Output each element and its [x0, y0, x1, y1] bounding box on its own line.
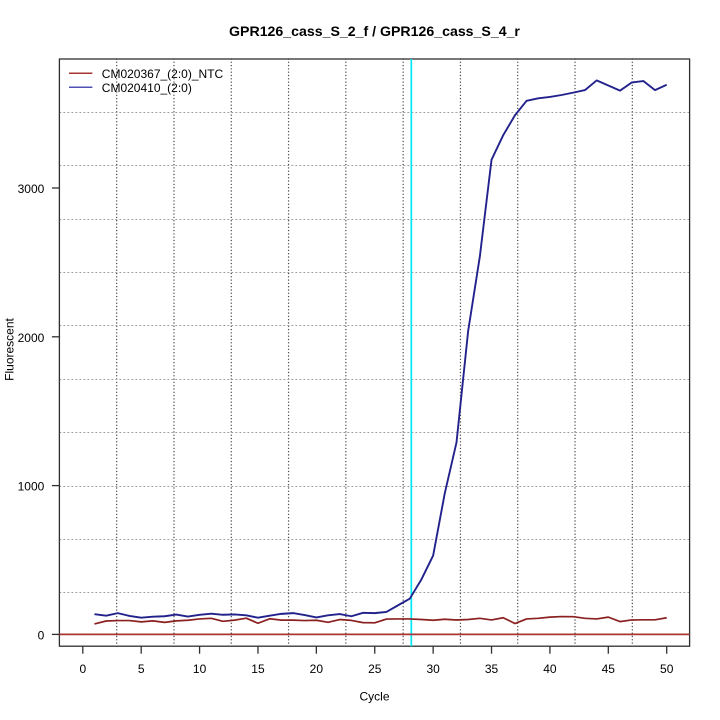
svg-text:2000: 2000 [18, 331, 45, 345]
svg-text:Fluorescent: Fluorescent [3, 317, 17, 380]
svg-text:0: 0 [79, 662, 86, 676]
svg-text:25: 25 [368, 662, 382, 676]
svg-text:30: 30 [426, 662, 440, 676]
svg-text:CM020410_(2:0): CM020410_(2:0) [102, 81, 192, 95]
svg-text:3000: 3000 [18, 182, 45, 196]
svg-text:GPR126_cass_S_2_f / GPR126_cas: GPR126_cass_S_2_f / GPR126_cass_S_4_r [229, 23, 520, 39]
svg-text:10: 10 [193, 662, 207, 676]
svg-text:20: 20 [310, 662, 324, 676]
svg-text:1000: 1000 [18, 480, 45, 494]
svg-text:0: 0 [38, 628, 45, 642]
svg-text:5: 5 [138, 662, 145, 676]
svg-text:Cycle: Cycle [359, 690, 389, 704]
svg-text:40: 40 [543, 662, 557, 676]
svg-text:35: 35 [485, 662, 499, 676]
svg-text:15: 15 [251, 662, 265, 676]
svg-text:45: 45 [602, 662, 616, 676]
svg-text:CM020367_(2:0)_NTC: CM020367_(2:0)_NTC [102, 67, 224, 81]
svg-text:50: 50 [660, 662, 674, 676]
